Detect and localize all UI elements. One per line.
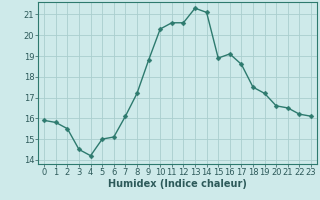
X-axis label: Humidex (Indice chaleur): Humidex (Indice chaleur) [108, 179, 247, 189]
